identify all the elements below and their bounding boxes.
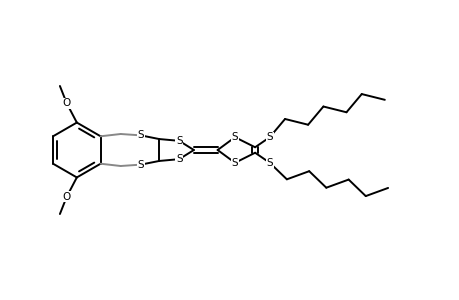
Text: S: S xyxy=(175,136,182,146)
Text: S: S xyxy=(175,154,182,164)
Text: S: S xyxy=(266,158,273,168)
Text: O: O xyxy=(62,192,71,202)
Text: S: S xyxy=(231,132,238,142)
Text: O: O xyxy=(62,98,71,108)
Text: S: S xyxy=(266,132,273,142)
Text: S: S xyxy=(137,160,144,170)
Text: S: S xyxy=(137,130,144,140)
Text: S: S xyxy=(231,158,238,168)
